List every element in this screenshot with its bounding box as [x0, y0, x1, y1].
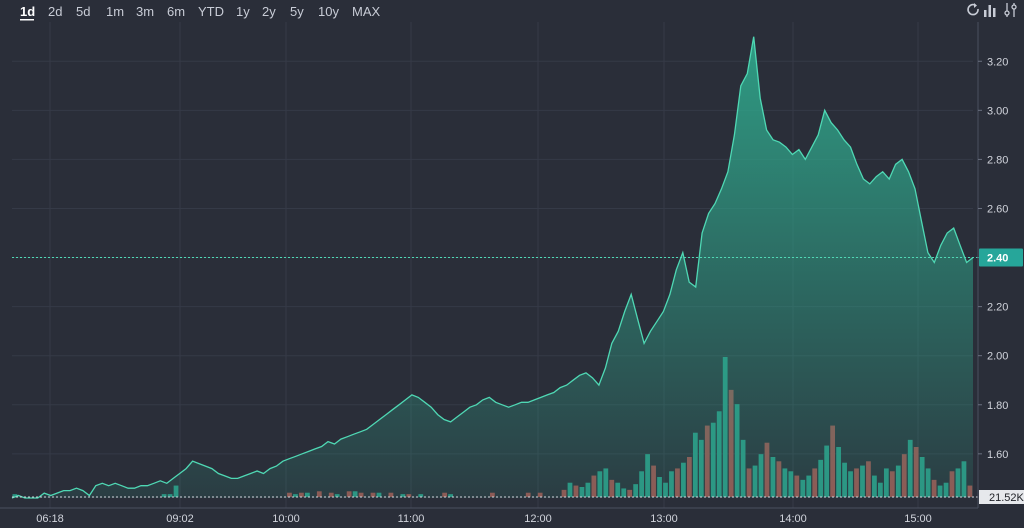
price-badge-bg — [979, 248, 1023, 267]
x-tick-label: 13:00 — [650, 513, 678, 525]
x-axis: 06:18 09:02 10:00 11:00 12:00 13:00 14:00 15:00 — [0, 507, 978, 525]
volume-badge-bg — [979, 490, 1024, 504]
x-tick-label: 09:02 — [166, 513, 194, 525]
y-tick-label: 1.80 — [987, 400, 1008, 412]
range-button-1m[interactable]: 1m — [106, 4, 124, 19]
range-button-1d[interactable]: 1d — [20, 4, 35, 19]
range-toolbar: 1d 2d 5d 1m 3m 6m YTD 1y 2y 5y 10y MAX — [20, 4, 381, 21]
x-tick-label: 15:00 — [904, 513, 932, 525]
range-button-5y[interactable]: 5y — [290, 4, 304, 19]
current-price-badge: 2.40 — [979, 248, 1023, 267]
x-tick-label: 12:00 — [524, 513, 552, 525]
price-line — [11, 36, 974, 499]
volume-badge: 21.52K — [979, 490, 1024, 504]
y-tick-label: 3.00 — [987, 105, 1008, 117]
range-button-2y[interactable]: 2y — [262, 4, 276, 19]
volume-badge-label: 21.52K — [989, 492, 1024, 504]
price-badge-label: 2.40 — [987, 253, 1008, 265]
x-tick-label: 06:18 — [36, 513, 64, 525]
y-tick-label: 2.80 — [987, 154, 1008, 166]
range-button-10y[interactable]: 10y — [318, 4, 339, 19]
range-button-2d[interactable]: 2d — [48, 4, 62, 19]
range-button-6m[interactable]: 6m — [167, 4, 185, 19]
x-tick-label: 11:00 — [398, 513, 425, 525]
settings-icon[interactable] — [1004, 3, 1017, 17]
refresh-icon[interactable] — [967, 3, 979, 16]
y-tick-label: 1.60 — [987, 449, 1008, 461]
price-area — [12, 36, 973, 498]
y-tick-label: 3.20 — [987, 56, 1008, 68]
bar-chart-icon[interactable] — [984, 5, 996, 17]
range-button-3m[interactable]: 3m — [136, 4, 154, 19]
y-tick-label: 2.20 — [987, 302, 1008, 314]
y-tick-label: 2.00 — [987, 351, 1008, 363]
y-axis: 3.20 3.00 2.80 2.60 2.40 2.20 2.00 1.80 1.60 — [977, 22, 1008, 508]
y-tick-label: 2.60 — [987, 203, 1008, 215]
toolbar-icons — [967, 3, 1017, 17]
active-range-underline — [20, 19, 34, 21]
range-button-max[interactable]: MAX — [352, 4, 381, 19]
x-tick-label: 14:00 — [779, 513, 807, 525]
range-button-5d[interactable]: 5d — [76, 4, 90, 19]
x-tick-label: 10:00 — [272, 513, 300, 525]
range-button-ytd[interactable]: YTD — [198, 4, 224, 19]
range-button-1y[interactable]: 1y — [236, 4, 250, 19]
volume-bar — [12, 494, 18, 497]
